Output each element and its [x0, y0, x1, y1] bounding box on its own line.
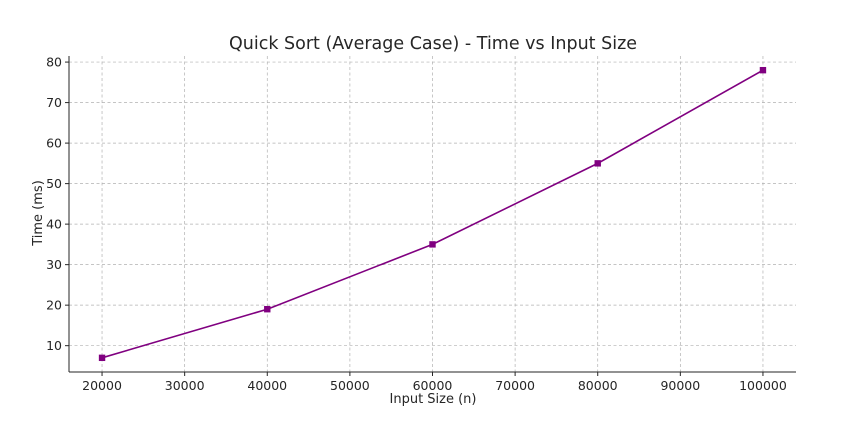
- data-point-marker: [429, 241, 436, 248]
- x-tick-label: 90000: [660, 378, 700, 393]
- x-tick-label: 20000: [82, 378, 122, 393]
- chart-title: Quick Sort (Average Case) - Time vs Inpu…: [229, 34, 637, 54]
- y-tick-label: 10: [46, 338, 62, 353]
- data-point-marker: [594, 160, 601, 167]
- y-tick-label: 80: [46, 55, 62, 70]
- x-tick-label: 60000: [413, 378, 453, 393]
- y-tick-label: 20: [46, 298, 62, 313]
- y-tick-label: 70: [46, 95, 62, 110]
- x-tick-label: 100000: [739, 378, 787, 393]
- y-tick-label: 60: [46, 136, 62, 151]
- y-axis-label: Time (ms): [31, 180, 46, 247]
- x-axis-label: Input Size (n): [390, 392, 477, 407]
- series: [98, 66, 767, 362]
- x-tick-label: 80000: [578, 378, 618, 393]
- data-point-marker: [98, 354, 106, 362]
- x-tick-label: 30000: [165, 378, 205, 393]
- data-point-marker: [264, 306, 271, 313]
- y-tick-label: 50: [46, 176, 62, 191]
- x-tick-label: 50000: [330, 378, 370, 393]
- data-point-marker: [759, 66, 767, 74]
- axes: 20000 30000 40000 50000 60000 70000 80000 90000…: [46, 55, 796, 393]
- x-tick-label: 70000: [495, 378, 535, 393]
- grid: [69, 56, 796, 372]
- x-tick-label: 40000: [247, 378, 287, 393]
- y-tick-label: 30: [46, 257, 62, 272]
- y-tick-label: 40: [46, 217, 62, 232]
